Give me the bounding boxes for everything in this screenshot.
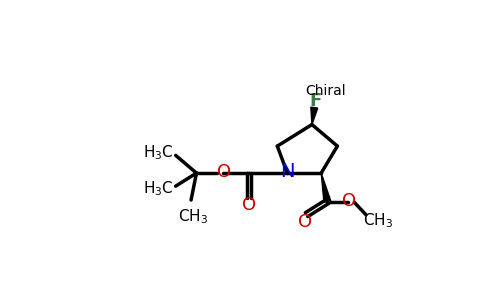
Text: O: O bbox=[342, 192, 356, 210]
Polygon shape bbox=[321, 173, 331, 202]
Text: O: O bbox=[242, 196, 256, 214]
Text: CH$_3$: CH$_3$ bbox=[363, 212, 393, 230]
Text: H$_3$C: H$_3$C bbox=[143, 179, 173, 198]
Text: F: F bbox=[310, 92, 322, 110]
Text: CH$_3$: CH$_3$ bbox=[178, 208, 209, 226]
Text: Chiral: Chiral bbox=[305, 84, 346, 98]
Text: O: O bbox=[217, 163, 231, 181]
Text: O: O bbox=[298, 213, 312, 231]
Polygon shape bbox=[311, 107, 318, 124]
Text: H$_3$C: H$_3$C bbox=[143, 144, 173, 162]
Text: N: N bbox=[280, 162, 295, 181]
